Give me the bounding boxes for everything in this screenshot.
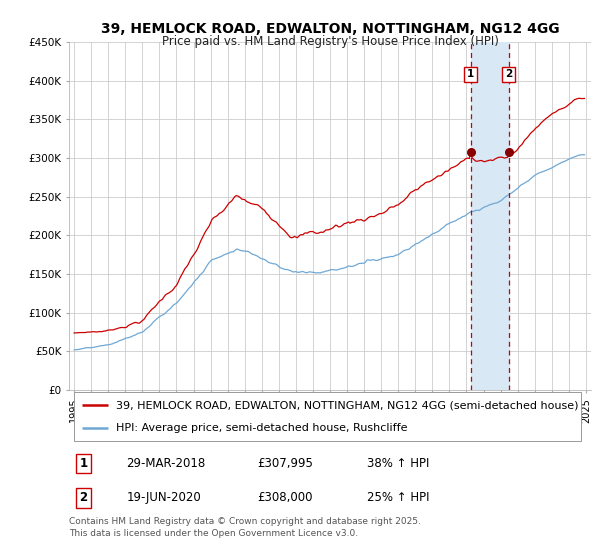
Text: £307,995: £307,995 bbox=[257, 457, 313, 470]
Text: 39, HEMLOCK ROAD, EDWALTON, NOTTINGHAM, NG12 4GG: 39, HEMLOCK ROAD, EDWALTON, NOTTINGHAM, … bbox=[101, 22, 559, 36]
Text: 1: 1 bbox=[80, 457, 88, 470]
Text: 29-MAR-2018: 29-MAR-2018 bbox=[127, 457, 206, 470]
Text: £308,000: £308,000 bbox=[257, 492, 313, 505]
Text: 19-JUN-2020: 19-JUN-2020 bbox=[127, 492, 201, 505]
Text: 38% ↑ HPI: 38% ↑ HPI bbox=[367, 457, 429, 470]
Text: 2: 2 bbox=[505, 69, 512, 80]
Text: Contains HM Land Registry data © Crown copyright and database right 2025.
This d: Contains HM Land Registry data © Crown c… bbox=[69, 517, 421, 538]
Text: 25% ↑ HPI: 25% ↑ HPI bbox=[367, 492, 429, 505]
Text: 2: 2 bbox=[80, 492, 88, 505]
Text: 1: 1 bbox=[467, 69, 474, 80]
Text: HPI: Average price, semi-detached house, Rushcliffe: HPI: Average price, semi-detached house,… bbox=[116, 423, 407, 433]
Bar bbox=[470, 42, 509, 390]
FancyBboxPatch shape bbox=[74, 392, 581, 441]
Text: Price paid vs. HM Land Registry's House Price Index (HPI): Price paid vs. HM Land Registry's House … bbox=[161, 35, 499, 48]
Text: 39, HEMLOCK ROAD, EDWALTON, NOTTINGHAM, NG12 4GG (semi-detached house): 39, HEMLOCK ROAD, EDWALTON, NOTTINGHAM, … bbox=[116, 400, 578, 410]
